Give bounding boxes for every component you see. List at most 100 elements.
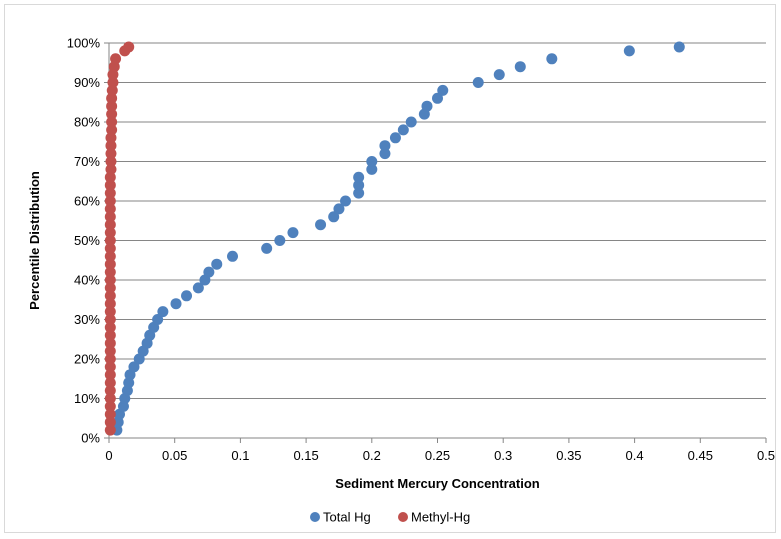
x-tick-label: 0.4 — [626, 448, 644, 463]
total-hg-point — [328, 211, 340, 223]
methyl-hg-point — [104, 337, 116, 349]
gridlines — [109, 42, 766, 399]
methyl-hg-point — [104, 321, 116, 333]
total-hg-point — [287, 227, 299, 239]
methyl-hg-point — [106, 84, 118, 96]
methyl-hg-point — [104, 203, 116, 215]
x-tick-label: 0.2 — [363, 448, 381, 463]
methyl-hg-point — [106, 92, 118, 104]
total-hg-point — [181, 290, 193, 302]
total-hg-point — [170, 298, 182, 310]
total-hg-point — [340, 195, 352, 207]
total-hg-point — [421, 100, 433, 112]
total-hg-point — [315, 219, 327, 231]
total-hg-point — [437, 84, 449, 96]
methyl-hg-point — [104, 298, 116, 310]
y-tick-label: 20% — [74, 352, 100, 367]
methyl-hg-point — [105, 140, 117, 152]
methyl-hg-point — [104, 227, 116, 239]
total-hg-point — [397, 124, 409, 136]
methyl-hg-point — [104, 408, 116, 420]
x-tick-labels: 0 0.05 0.1 0.15 0.2 0.25 0.3 0.35 0.4 0.45 0.5 — [105, 448, 775, 463]
methyl-hg-point — [104, 171, 116, 183]
methyl-hg-point — [105, 132, 117, 144]
total-hg-point — [211, 258, 223, 270]
x-tick-label: 0.1 — [231, 448, 249, 463]
methyl-hg-point — [104, 400, 116, 412]
y-tick-label: 80% — [74, 115, 100, 130]
scatter-chart: 0%10%20%30%40%50%60%70%80%90%100% 0 0.05 0… — [27, 36, 775, 525]
methyl-hg-point — [104, 250, 116, 262]
legend-marker-total-hg — [310, 512, 320, 522]
y-tick-labels: 0% 10% 20% 30% 40% 50% 60% 70% 80% 90% 100% — [67, 36, 101, 446]
methyl-hg-point — [104, 377, 116, 389]
methyl-hg-point — [104, 361, 116, 373]
methyl-hg-point — [106, 124, 118, 136]
methyl-hg-point — [104, 329, 116, 341]
total-hg-point — [353, 171, 365, 183]
total-hg-point — [227, 250, 239, 262]
total-hg-point — [366, 156, 378, 167]
x-tick-label: 0.3 — [494, 448, 512, 463]
legend-label-total-hg: Total Hg — [323, 510, 371, 525]
y-tick-label: 50% — [74, 233, 100, 248]
total-hg-point — [261, 242, 273, 254]
legend: Total Hg Methyl-Hg — [310, 510, 470, 525]
methyl-hg-point — [104, 258, 116, 270]
total-hg-point — [379, 148, 391, 160]
methyl-hg-point — [104, 393, 116, 404]
methyl-hg-point — [104, 187, 116, 199]
x-tick-label: 0.5 — [757, 448, 775, 463]
total-hg-point — [514, 61, 526, 73]
methyl-hg-point — [123, 41, 135, 53]
x-axis-title: Sediment Mercury Concentration — [335, 476, 539, 491]
methyl-hg-point — [104, 274, 116, 286]
total-hg-point — [546, 53, 558, 65]
total-hg-point — [379, 140, 391, 152]
x-tick-label: 0.15 — [293, 448, 318, 463]
y-tick-label: 60% — [74, 194, 100, 209]
total-hg-point — [623, 45, 635, 57]
total-hg-point — [157, 306, 169, 318]
total-hg-point — [472, 77, 484, 88]
methyl-hg-point — [104, 235, 116, 246]
y-tick-label: 70% — [74, 154, 100, 169]
methyl-hg-point — [105, 163, 117, 175]
x-tick-label: 0.45 — [688, 448, 713, 463]
y-tick-label: 0% — [81, 431, 100, 446]
x-tick-label: 0.35 — [556, 448, 581, 463]
legend-marker-methyl-hg — [398, 512, 408, 522]
methyl-hg-point — [107, 77, 119, 88]
data-points — [104, 41, 685, 436]
methyl-hg-point — [104, 242, 116, 254]
y-tick-label: 40% — [74, 273, 100, 288]
total-hg-point — [333, 203, 345, 215]
y-tick-label: 100% — [67, 36, 101, 51]
methyl-hg-point — [104, 345, 116, 357]
x-tick-label: 0.05 — [162, 448, 187, 463]
y-tick-label: 90% — [74, 75, 100, 90]
methyl-hg-point — [104, 353, 116, 365]
y-tick-label: 10% — [74, 391, 100, 406]
total-hg-point — [366, 163, 378, 175]
methyl-hg-point — [106, 108, 118, 120]
methyl-hg-point — [104, 266, 116, 278]
total-hg-point — [389, 132, 401, 144]
methyl-hg-point — [104, 424, 116, 436]
methyl-hg-point — [104, 314, 116, 325]
y-axis-title: Percentile Distribution — [27, 171, 42, 310]
total-hg-point — [353, 179, 365, 191]
methyl-hg-point — [104, 385, 116, 397]
methyl-hg-point — [104, 369, 116, 381]
methyl-hg-point — [104, 416, 116, 428]
x-tick-label: 0.25 — [425, 448, 450, 463]
methyl-hg-point — [104, 211, 116, 223]
methyl-hg-point — [106, 116, 118, 128]
y-tick-label: 30% — [74, 312, 100, 327]
total-hg-point — [353, 187, 365, 199]
methyl-hg-point — [105, 148, 117, 160]
total-hg-point — [405, 116, 417, 128]
total-hg-point — [192, 282, 204, 294]
total-hg-point — [274, 235, 286, 246]
total-hg-point — [128, 361, 140, 373]
